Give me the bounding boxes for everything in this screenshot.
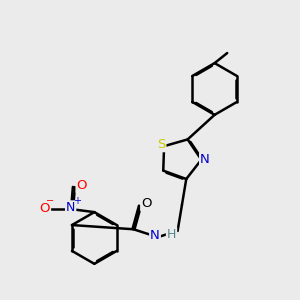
Text: O: O [76,179,87,192]
Text: N: N [200,153,210,166]
Text: S: S [157,138,165,151]
Text: N: N [150,229,160,242]
Text: O: O [141,197,152,210]
Text: +: + [73,196,81,206]
Text: −: − [46,196,54,206]
Text: N: N [66,201,75,214]
Text: O: O [40,202,50,215]
Text: H: H [167,228,176,241]
